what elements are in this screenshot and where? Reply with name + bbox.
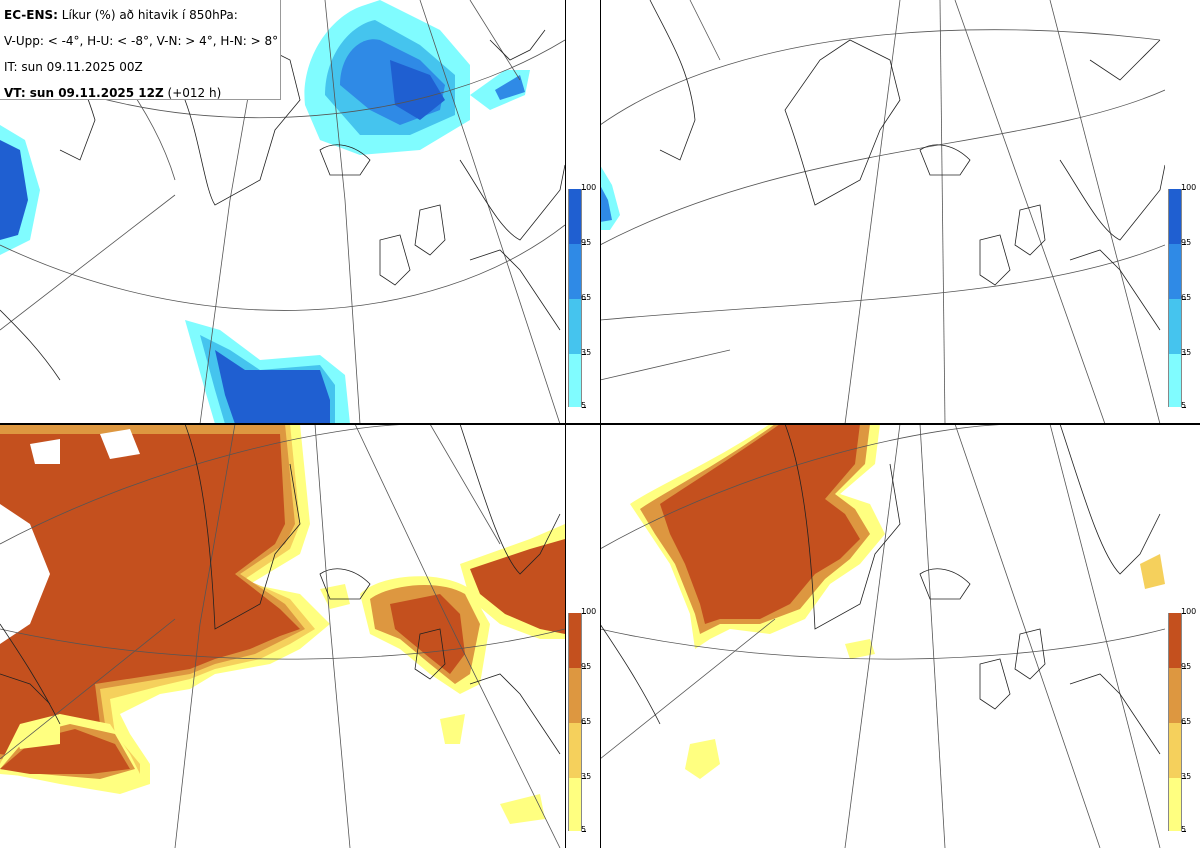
panel-border-right [600,0,601,848]
cbar-segment [1168,613,1182,668]
map-upper-right [600,0,1165,424]
warm-probability-field [0,424,565,824]
colorbar-tick-mark [582,407,586,408]
cbar-segment [1168,668,1182,723]
cbar-segment [568,244,582,299]
cbar-segment [568,778,582,831]
cbar-segment [568,668,582,723]
cbar-segment [1168,189,1182,244]
cbar-segment [568,189,582,244]
colorbar-tick-mark [582,189,586,190]
map-title: Líkur (%) að hitavik í 850hPa: [61,8,238,22]
colorbar-tick-label: 5 [1181,401,1187,410]
panel-border-left [565,0,566,848]
colorbar-tick-label: 35 [1181,348,1192,357]
map-lower-left [0,424,565,848]
colorbar-tick-mark [1182,354,1186,355]
colorbar-cold-right [1168,189,1182,407]
colorbar-tick-label: 100 [1181,183,1197,192]
colorbar-warm-left [568,613,582,831]
graticule-lower-left [0,424,565,848]
colorbar-tick-label: 35 [581,348,592,357]
colorbar-tick-label: 100 [1181,607,1197,616]
map-panel-upper-left: EC-ENS: Líkur (%) að hitavik í 850hPa: V… [0,0,565,424]
colorbar-tick-label: 100 [581,183,597,192]
cbar-segment [1168,778,1182,831]
map-panel-upper-right [600,0,1165,424]
cbar-segment [568,613,582,668]
map-lower-right [600,424,1165,848]
cbar-segment [568,299,582,354]
colorbar-tick-label: 65 [1181,717,1192,726]
colorbar-tick-mark [1182,299,1186,300]
coastlines-upper-right [649,0,1165,331]
warm-probability-field-lower-right [630,424,1165,779]
colorbar-cold-left [568,189,582,407]
colorbar-tick-mark [582,299,586,300]
colorbar-tick-label: 5 [581,825,587,834]
colorbar-tick-mark [1182,668,1186,669]
graticule-upper-right [600,0,1165,424]
colorbar-tick-mark [582,668,586,669]
colorbar-tick-label: 95 [1181,662,1192,671]
colorbar-tick-mark [1182,244,1186,245]
colorbar-tick-label: 5 [581,401,587,410]
colorbar-tick-label: 35 [581,772,592,781]
colorbar-tick-mark [1182,831,1186,832]
colorbar-tick-mark [1182,407,1186,408]
cbar-segment [568,723,582,778]
colorbar-tick-mark [582,613,586,614]
colorbar-tick-label: 65 [581,717,592,726]
init-time: IT: sun 09.11.2025 00Z [4,60,143,74]
cbar-segment [1168,354,1182,407]
colorbar-tick-label: 100 [581,607,597,616]
colorbar-tick-label: 65 [581,293,592,302]
cbar-segment [1168,244,1182,299]
coastlines-lower-left [0,424,561,755]
threshold-text: V-Upp: < -4°, H-U: < -8°, V-N: > 4°, H-N… [4,34,279,48]
map-panel-lower-right [600,424,1165,848]
lead-time: (+012 h) [167,86,222,100]
colorbar-tick-label: 95 [1181,238,1192,247]
cbar-segment [1168,723,1182,778]
colorbar-tick-mark [1182,613,1186,614]
colorbar-tick-mark [1182,723,1186,724]
cold-probability-field-upper-right [600,165,620,230]
graticule [0,0,565,424]
cbar-segment [568,354,582,407]
colorbar-tick-label: 65 [1181,293,1192,302]
colorbar-tick-mark [582,244,586,245]
graticule-lower-right [600,424,1165,848]
colorbar-tick-label: 35 [1181,772,1192,781]
colorbar-tick-mark [582,778,586,779]
colorbar-tick-mark [1182,778,1186,779]
colorbar-tick-label: 95 [581,238,592,247]
colorbar-tick-label: 5 [1181,825,1187,834]
map-header: EC-ENS: Líkur (%) að hitavik í 850hPa: V… [0,0,281,100]
colorbar-warm-right [1168,613,1182,831]
colorbar-tick-mark [582,354,586,355]
colorbar-tick-mark [582,723,586,724]
map-upper-left [0,0,565,424]
cold-probability-field [0,0,530,424]
colorbar-tick-mark [582,831,586,832]
colorbar-tick-label: 95 [581,662,592,671]
model-label: EC-ENS: [4,8,58,22]
cbar-segment [1168,299,1182,354]
map-panel-lower-left [0,424,565,848]
valid-time: VT: sun 09.11.2025 12Z [4,86,164,100]
coastlines-lower-right [600,424,1161,755]
colorbar-tick-mark [1182,189,1186,190]
